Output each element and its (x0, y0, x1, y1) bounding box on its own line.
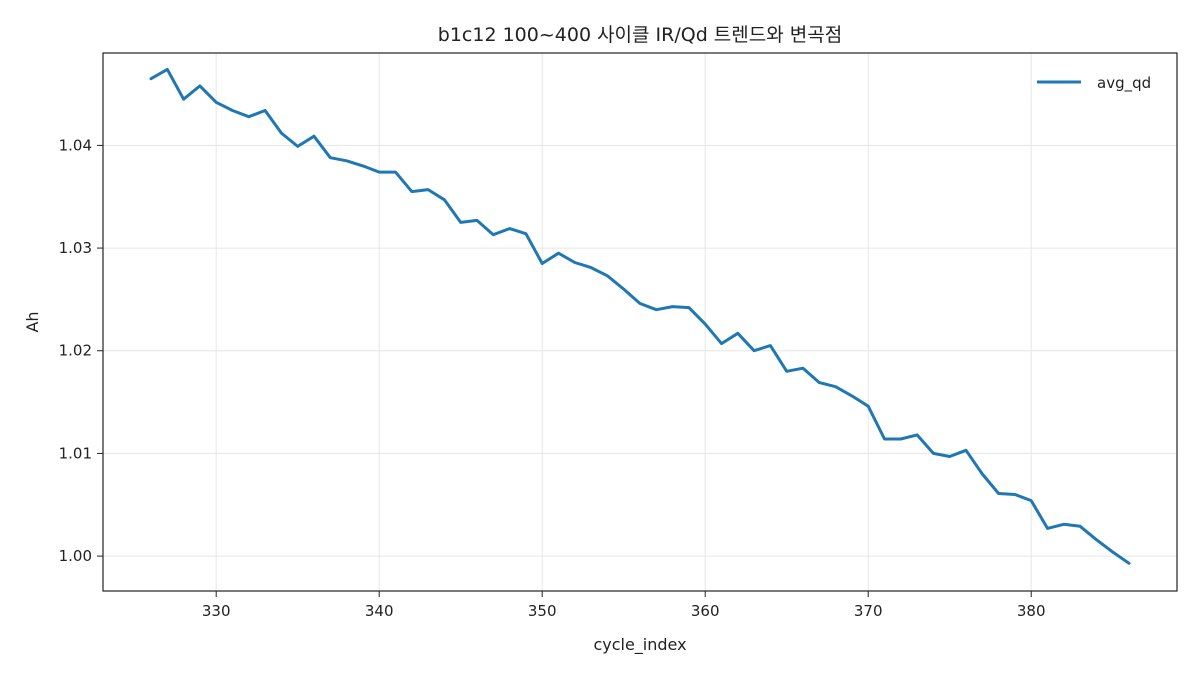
y-tick-label: 1.01 (59, 444, 92, 462)
x-axis-label: cycle_index (593, 635, 686, 655)
series-line-avg-qd (149, 67, 1131, 565)
axis-ticks: 330 340 350 360 370 380 1.00 1.01 1.02 1.03 1.04 (59, 136, 1046, 620)
legend: avg_qd (1037, 74, 1151, 93)
y-tick-label: 1.03 (59, 239, 92, 257)
plot-frame (102, 52, 1178, 592)
y-tick-label: 1.02 (59, 342, 92, 360)
x-tick-label: 370 (854, 602, 883, 620)
gridlines (103, 53, 1177, 591)
chart-title: b1c12 100~400 사이클 IR/Qd 트렌드와 변곡점 (438, 24, 842, 46)
y-axis-label: Ah (23, 311, 42, 332)
y-tick-label: 1.04 (59, 136, 92, 154)
legend-label-avg-qd: avg_qd (1097, 74, 1151, 93)
x-tick-label: 380 (1017, 602, 1046, 620)
x-tick-label: 360 (691, 602, 720, 620)
y-tick-label: 1.00 (59, 547, 92, 565)
series-layer (149, 67, 1131, 565)
x-tick-label: 340 (365, 602, 394, 620)
x-tick-label: 350 (528, 602, 557, 620)
x-tick-label: 330 (202, 602, 231, 620)
